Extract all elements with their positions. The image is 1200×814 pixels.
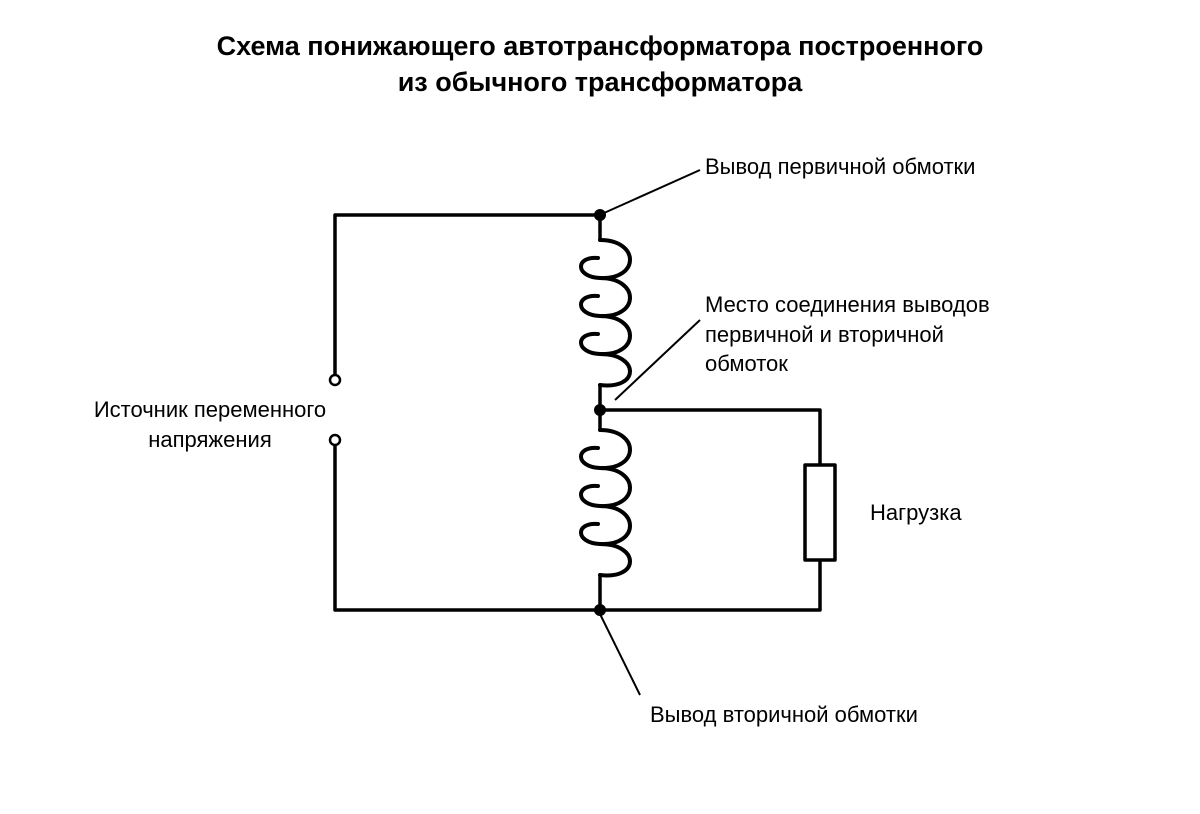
wire-load-top: [600, 410, 820, 465]
node-top-tap: [594, 209, 606, 221]
terminals: [330, 375, 340, 445]
coil-lower: [581, 430, 630, 575]
wire-load-bottom: [600, 560, 820, 610]
node-mid-tap: [594, 404, 606, 416]
circuit-svg: [0, 0, 1200, 814]
terminal-src-bot: [330, 435, 340, 445]
coil-upper: [581, 240, 630, 385]
nodes: [594, 209, 606, 616]
terminal-src-top: [330, 375, 340, 385]
leader-secondary: [600, 614, 640, 695]
wire-left-top: [335, 215, 600, 380]
leader-primary: [604, 170, 700, 213]
load-resistor: [805, 465, 835, 560]
wire-left-bottom: [335, 440, 600, 610]
